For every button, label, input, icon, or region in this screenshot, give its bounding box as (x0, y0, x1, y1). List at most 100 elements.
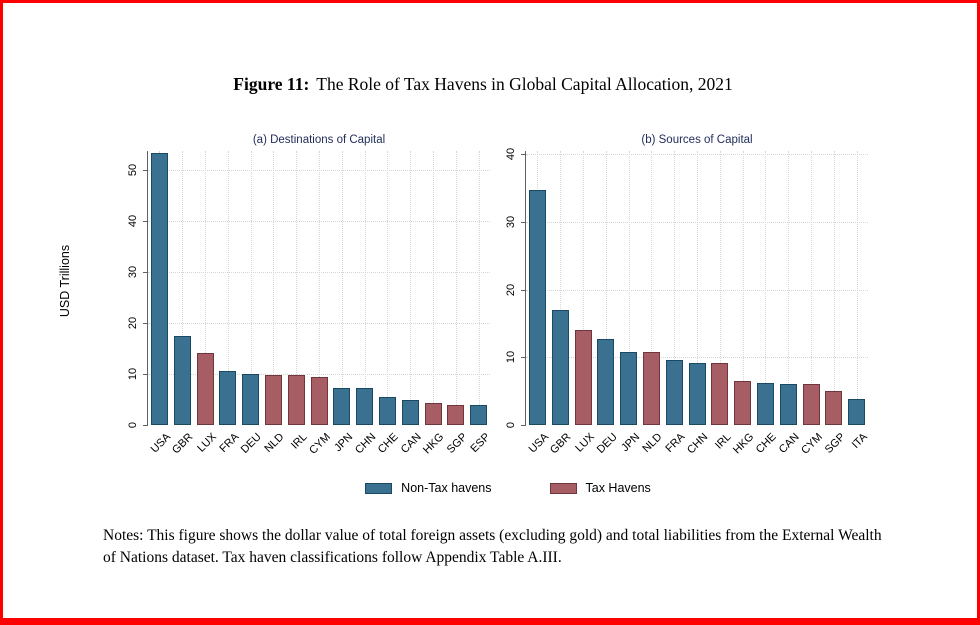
x-tick-label: USA (526, 431, 551, 456)
chart-panel-sources: (b) Sources of Capital 0 10 20 30 40 USA GBR LU… (505, 134, 870, 457)
bar-deu (242, 373, 260, 425)
bar-che (378, 396, 396, 425)
x-tick-label: ITA (850, 431, 871, 452)
y-tick-mark (143, 374, 147, 375)
bar-fra (665, 360, 683, 425)
gridline-vertical (341, 151, 343, 425)
gridline-vertical (651, 151, 653, 425)
gridline-vertical (765, 151, 767, 425)
gridline-horizontal (148, 374, 490, 375)
gridline-vertical (856, 151, 858, 425)
x-tick-label: DEU (594, 431, 620, 456)
x-tick-label: CAN (398, 431, 424, 456)
gridline-horizontal (526, 357, 868, 359)
y-tick-label: 0 (505, 421, 517, 429)
gridline-vertical (296, 151, 298, 425)
y-tick-label: 20 (505, 283, 517, 296)
figure-title-label: Figure 11: (233, 74, 310, 94)
gridline-vertical (250, 151, 252, 425)
x-tick-label: HKG (421, 431, 447, 457)
x-tick-label: JPN (332, 431, 356, 455)
gridline-vertical (583, 151, 584, 425)
y-tick-mark (143, 425, 147, 426)
x-tick-label: CAN (776, 431, 802, 456)
bar-hkg (734, 381, 752, 425)
x-tick-label: ESP (468, 431, 493, 456)
bar-jpn (333, 387, 351, 425)
y-axis-line (525, 151, 526, 426)
bar-sgp (447, 405, 465, 425)
y-tick-mark (521, 222, 525, 223)
legend-label-tax: Tax Havens (585, 481, 651, 495)
gridline-vertical (674, 151, 676, 425)
bar-nld (642, 351, 660, 425)
gridline-vertical (742, 151, 744, 425)
gridline-vertical (833, 151, 835, 425)
bar-ita (848, 399, 866, 425)
gridline-vertical (605, 151, 607, 425)
y-tick-mark (143, 271, 147, 273)
gridline-vertical (182, 151, 184, 425)
x-tick-label: HKG (730, 431, 757, 457)
x-tick-label: LUX (572, 431, 597, 455)
bar-usa (150, 153, 168, 425)
gridline-horizontal (526, 154, 868, 156)
x-tick-label: CHE (375, 431, 401, 456)
x-tick-label: LUX (194, 431, 219, 455)
bar-lux (196, 353, 214, 425)
bar-jpn (620, 351, 638, 425)
x-tick-label: GBR (170, 431, 196, 457)
gridline-horizontal (148, 271, 490, 273)
gridline-horizontal (148, 323, 490, 324)
bar-cym (802, 384, 820, 425)
x-tick-label: CYM (306, 431, 333, 457)
gridline-horizontal (148, 220, 490, 222)
gridline-vertical (560, 151, 562, 425)
gridline-vertical (205, 151, 206, 425)
y-tick-mark (521, 357, 525, 359)
y-tick-label: 40 (127, 214, 139, 228)
gridline-vertical (628, 151, 630, 425)
x-tick-label: FRA (217, 431, 242, 456)
gridline-vertical (364, 151, 366, 425)
y-tick-label: 20 (127, 316, 139, 330)
y-tick-label: 40 (505, 148, 517, 161)
bar-hkg (424, 402, 442, 425)
gridline-vertical (319, 151, 320, 425)
gridline-vertical (410, 151, 412, 425)
x-tick-label: CHN (352, 431, 379, 457)
bar-irl (711, 363, 729, 425)
x-tick-label: CHN (685, 431, 711, 457)
chart-panel-destinations: (a) Destinations of Capital 0 10 20 30 40 50 U… (127, 134, 492, 457)
y-tick-label: 50 (127, 163, 139, 177)
gridline-horizontal (526, 289, 868, 291)
figure-title-text: The Role of Tax Havens in Global Capital… (316, 74, 733, 94)
y-tick-label: 10 (127, 367, 139, 381)
gridline-vertical (455, 151, 457, 425)
bar-gbr (173, 335, 191, 425)
bar-nld (264, 374, 282, 425)
x-tick-label: NLD (262, 431, 287, 456)
y-tick-mark (521, 425, 525, 426)
y-tick-label: 0 (127, 421, 139, 429)
x-tick-label: DEU (239, 431, 265, 456)
x-tick-label: SGP (822, 431, 848, 456)
y-tick-label: 30 (505, 215, 517, 229)
y-axis-line (147, 151, 148, 426)
legend-item-tax: Tax Havens (549, 481, 651, 495)
x-tick-label: CYM (798, 431, 825, 457)
gridline-vertical (697, 151, 698, 425)
x-tick-label: CHE (753, 431, 779, 456)
gridline-vertical (273, 151, 275, 425)
x-tick-label: JPN (618, 431, 643, 455)
y-tick-mark (143, 220, 147, 222)
bar-fra (219, 370, 237, 425)
legend: Non-Tax havens Tax Havens (148, 481, 868, 495)
gridline-vertical (227, 151, 229, 425)
y-tick-mark (143, 323, 147, 324)
bar-che (756, 383, 774, 425)
panel-title-sources: (b) Sources of Capital (641, 134, 753, 146)
figure-title: Figure 11: The Role of Tax Havens in Glob… (3, 74, 963, 95)
x-tick-label: NLD (640, 431, 665, 456)
